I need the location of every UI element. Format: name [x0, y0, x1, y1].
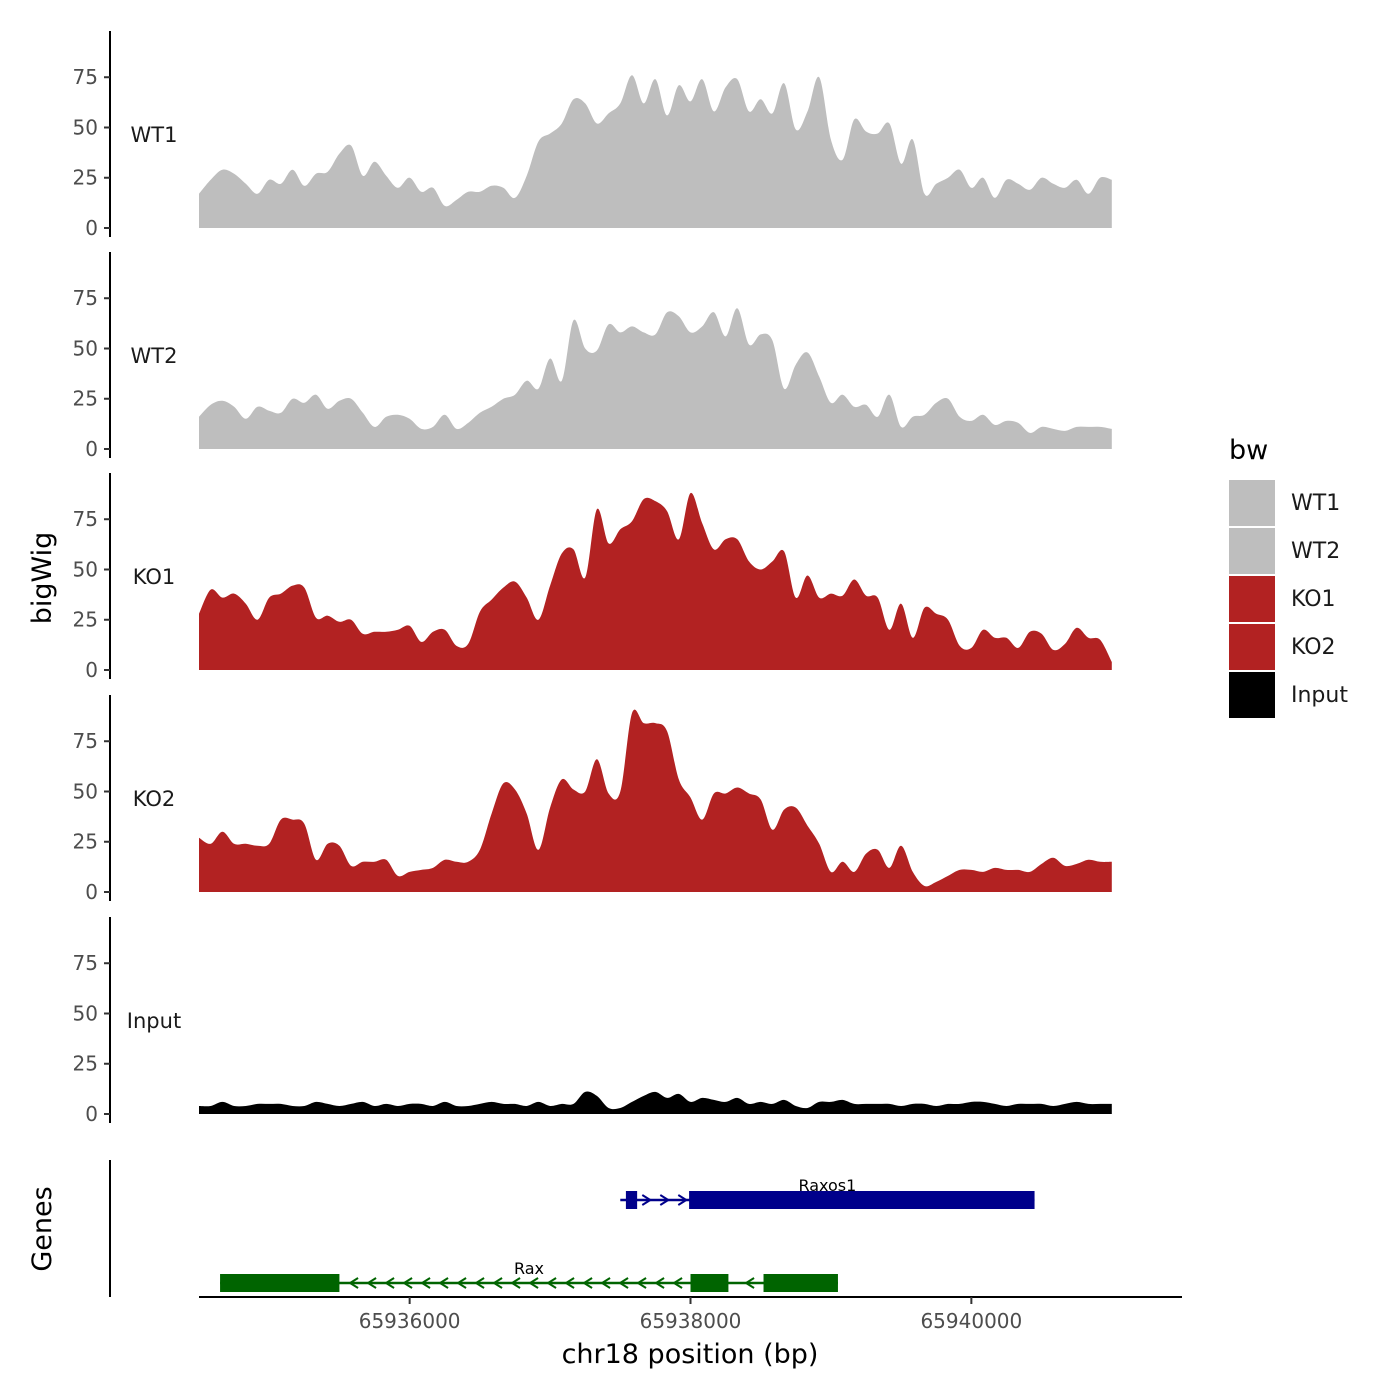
y-tick-label: 25: [73, 387, 98, 411]
legend: bw WT1 WT2 KO1 KO2 Input: [1229, 435, 1348, 718]
legend-label-ko2: KO2: [1291, 635, 1336, 660]
track-wt2: 0 25 50 75 WT2: [73, 252, 1112, 461]
area-input: [199, 1091, 1112, 1114]
strand-arrow: [456, 1277, 467, 1289]
genes-axis-title: Genes: [27, 1186, 58, 1271]
gene-label: Rax: [514, 1259, 544, 1278]
y-tick-label: 0: [85, 437, 98, 461]
y-tick-label: 75: [73, 729, 98, 753]
x-tick-label: 65940000: [920, 1309, 1022, 1333]
track-ko1: 0 25 50 75 KO1: [73, 473, 1112, 682]
y-tick-label: 50: [73, 779, 98, 803]
x-tick-label: 65938000: [640, 1309, 742, 1333]
track-label: Input: [127, 1009, 181, 1033]
strand-arrow: [348, 1277, 359, 1289]
strand-arrow: [402, 1277, 413, 1289]
y-axis-ticks: 0 25 50 75: [73, 65, 110, 240]
track-label: KO2: [133, 787, 176, 811]
legend-label-input: Input: [1291, 683, 1348, 708]
legend-swatch-wt2: [1229, 528, 1275, 574]
x-axis: 65936000 65938000 65940000 chr18 position …: [199, 1296, 1182, 1370]
y-axis-title: bigWig: [27, 532, 58, 625]
y-tick-label: 75: [73, 286, 98, 310]
y-tick-label: 0: [85, 216, 98, 240]
x-axis-ticks: 65936000 65938000 65940000: [359, 1297, 1022, 1333]
strand-arrow: [564, 1277, 575, 1289]
y-tick-label: 25: [73, 608, 98, 632]
strand-arrow: [677, 1194, 689, 1206]
strand-arrow: [672, 1277, 683, 1289]
area-wt1: [199, 75, 1112, 228]
x-tick-label: 65936000: [359, 1309, 461, 1333]
y-tick-label: 0: [85, 658, 98, 682]
strand-arrow: [420, 1277, 431, 1289]
strand-arrow: [636, 1277, 647, 1289]
strand-arrow: [744, 1277, 755, 1289]
track-wt1: 0 25 50 75 WT1: [73, 31, 1112, 240]
track-input: 0 25 50 75 Input: [73, 917, 1112, 1126]
strand-arrow: [474, 1277, 485, 1289]
strand-arrow: [582, 1277, 593, 1289]
y-tick-label: 75: [73, 65, 98, 89]
x-axis-title: chr18 position (bp): [562, 1339, 819, 1370]
gene-exon: [625, 1191, 638, 1209]
area-wt2: [199, 308, 1112, 449]
strand-arrow: [659, 1194, 671, 1206]
legend-title: bw: [1229, 435, 1268, 466]
gene-exon: [763, 1274, 838, 1292]
track-label: KO1: [133, 565, 176, 589]
strand-arrow: [654, 1277, 665, 1289]
strand-arrow: [438, 1277, 449, 1289]
y-tick-label: 50: [73, 115, 98, 139]
legend-label-ko1: KO1: [1291, 587, 1336, 612]
y-axis-ticks: 0 25 50 75: [73, 729, 110, 904]
gene-exon: [689, 1191, 1035, 1209]
legend-swatch-ko2: [1229, 624, 1275, 670]
gene-exon: [690, 1274, 729, 1292]
y-axis-ticks: 0 25 50 75: [73, 507, 110, 682]
track-ko2: 0 25 50 75 KO2: [73, 695, 1112, 904]
legend-swatch-input: [1229, 672, 1275, 718]
gene-label: Raxos1: [798, 1176, 856, 1195]
strand-arrow: [618, 1277, 629, 1289]
legend-items: WT1 WT2 KO1 KO2 Input: [1229, 480, 1348, 718]
gene-exon: [220, 1274, 340, 1292]
y-tick-label: 50: [73, 557, 98, 581]
strand-arrow: [510, 1277, 521, 1289]
y-tick-label: 0: [85, 1102, 98, 1126]
y-tick-label: 25: [73, 166, 98, 190]
strand-arrow: [528, 1277, 539, 1289]
y-axis-ticks: 0 25 50 75: [73, 951, 110, 1126]
track-label: WT2: [131, 344, 178, 368]
y-tick-label: 25: [73, 830, 98, 854]
gene-rax: Rax: [220, 1259, 838, 1292]
y-tick-label: 75: [73, 951, 98, 975]
y-tick-label: 25: [73, 1052, 98, 1076]
y-tick-label: 50: [73, 336, 98, 360]
y-tick-label: 0: [85, 880, 98, 904]
y-axis-ticks: 0 25 50 75: [73, 286, 110, 461]
y-tick-label: 50: [73, 1001, 98, 1025]
legend-label-wt1: WT1: [1291, 491, 1340, 516]
strand-arrow: [384, 1277, 395, 1289]
strand-arrow: [546, 1277, 557, 1289]
gene-raxos1: Raxos1: [620, 1176, 1035, 1209]
strand-arrow: [641, 1194, 653, 1206]
legend-label-wt2: WT2: [1291, 539, 1340, 564]
strand-arrow: [492, 1277, 503, 1289]
legend-swatch-ko1: [1229, 576, 1275, 622]
strand-arrow: [366, 1277, 377, 1289]
track-label: WT1: [131, 123, 178, 147]
genes-panel: Genes Raxos1 Rax: [27, 1160, 1035, 1297]
y-tick-label: 75: [73, 507, 98, 531]
area-ko2: [199, 709, 1112, 892]
area-ko1: [199, 492, 1112, 670]
legend-swatch-wt1: [1229, 480, 1275, 526]
strand-arrow: [600, 1277, 611, 1289]
